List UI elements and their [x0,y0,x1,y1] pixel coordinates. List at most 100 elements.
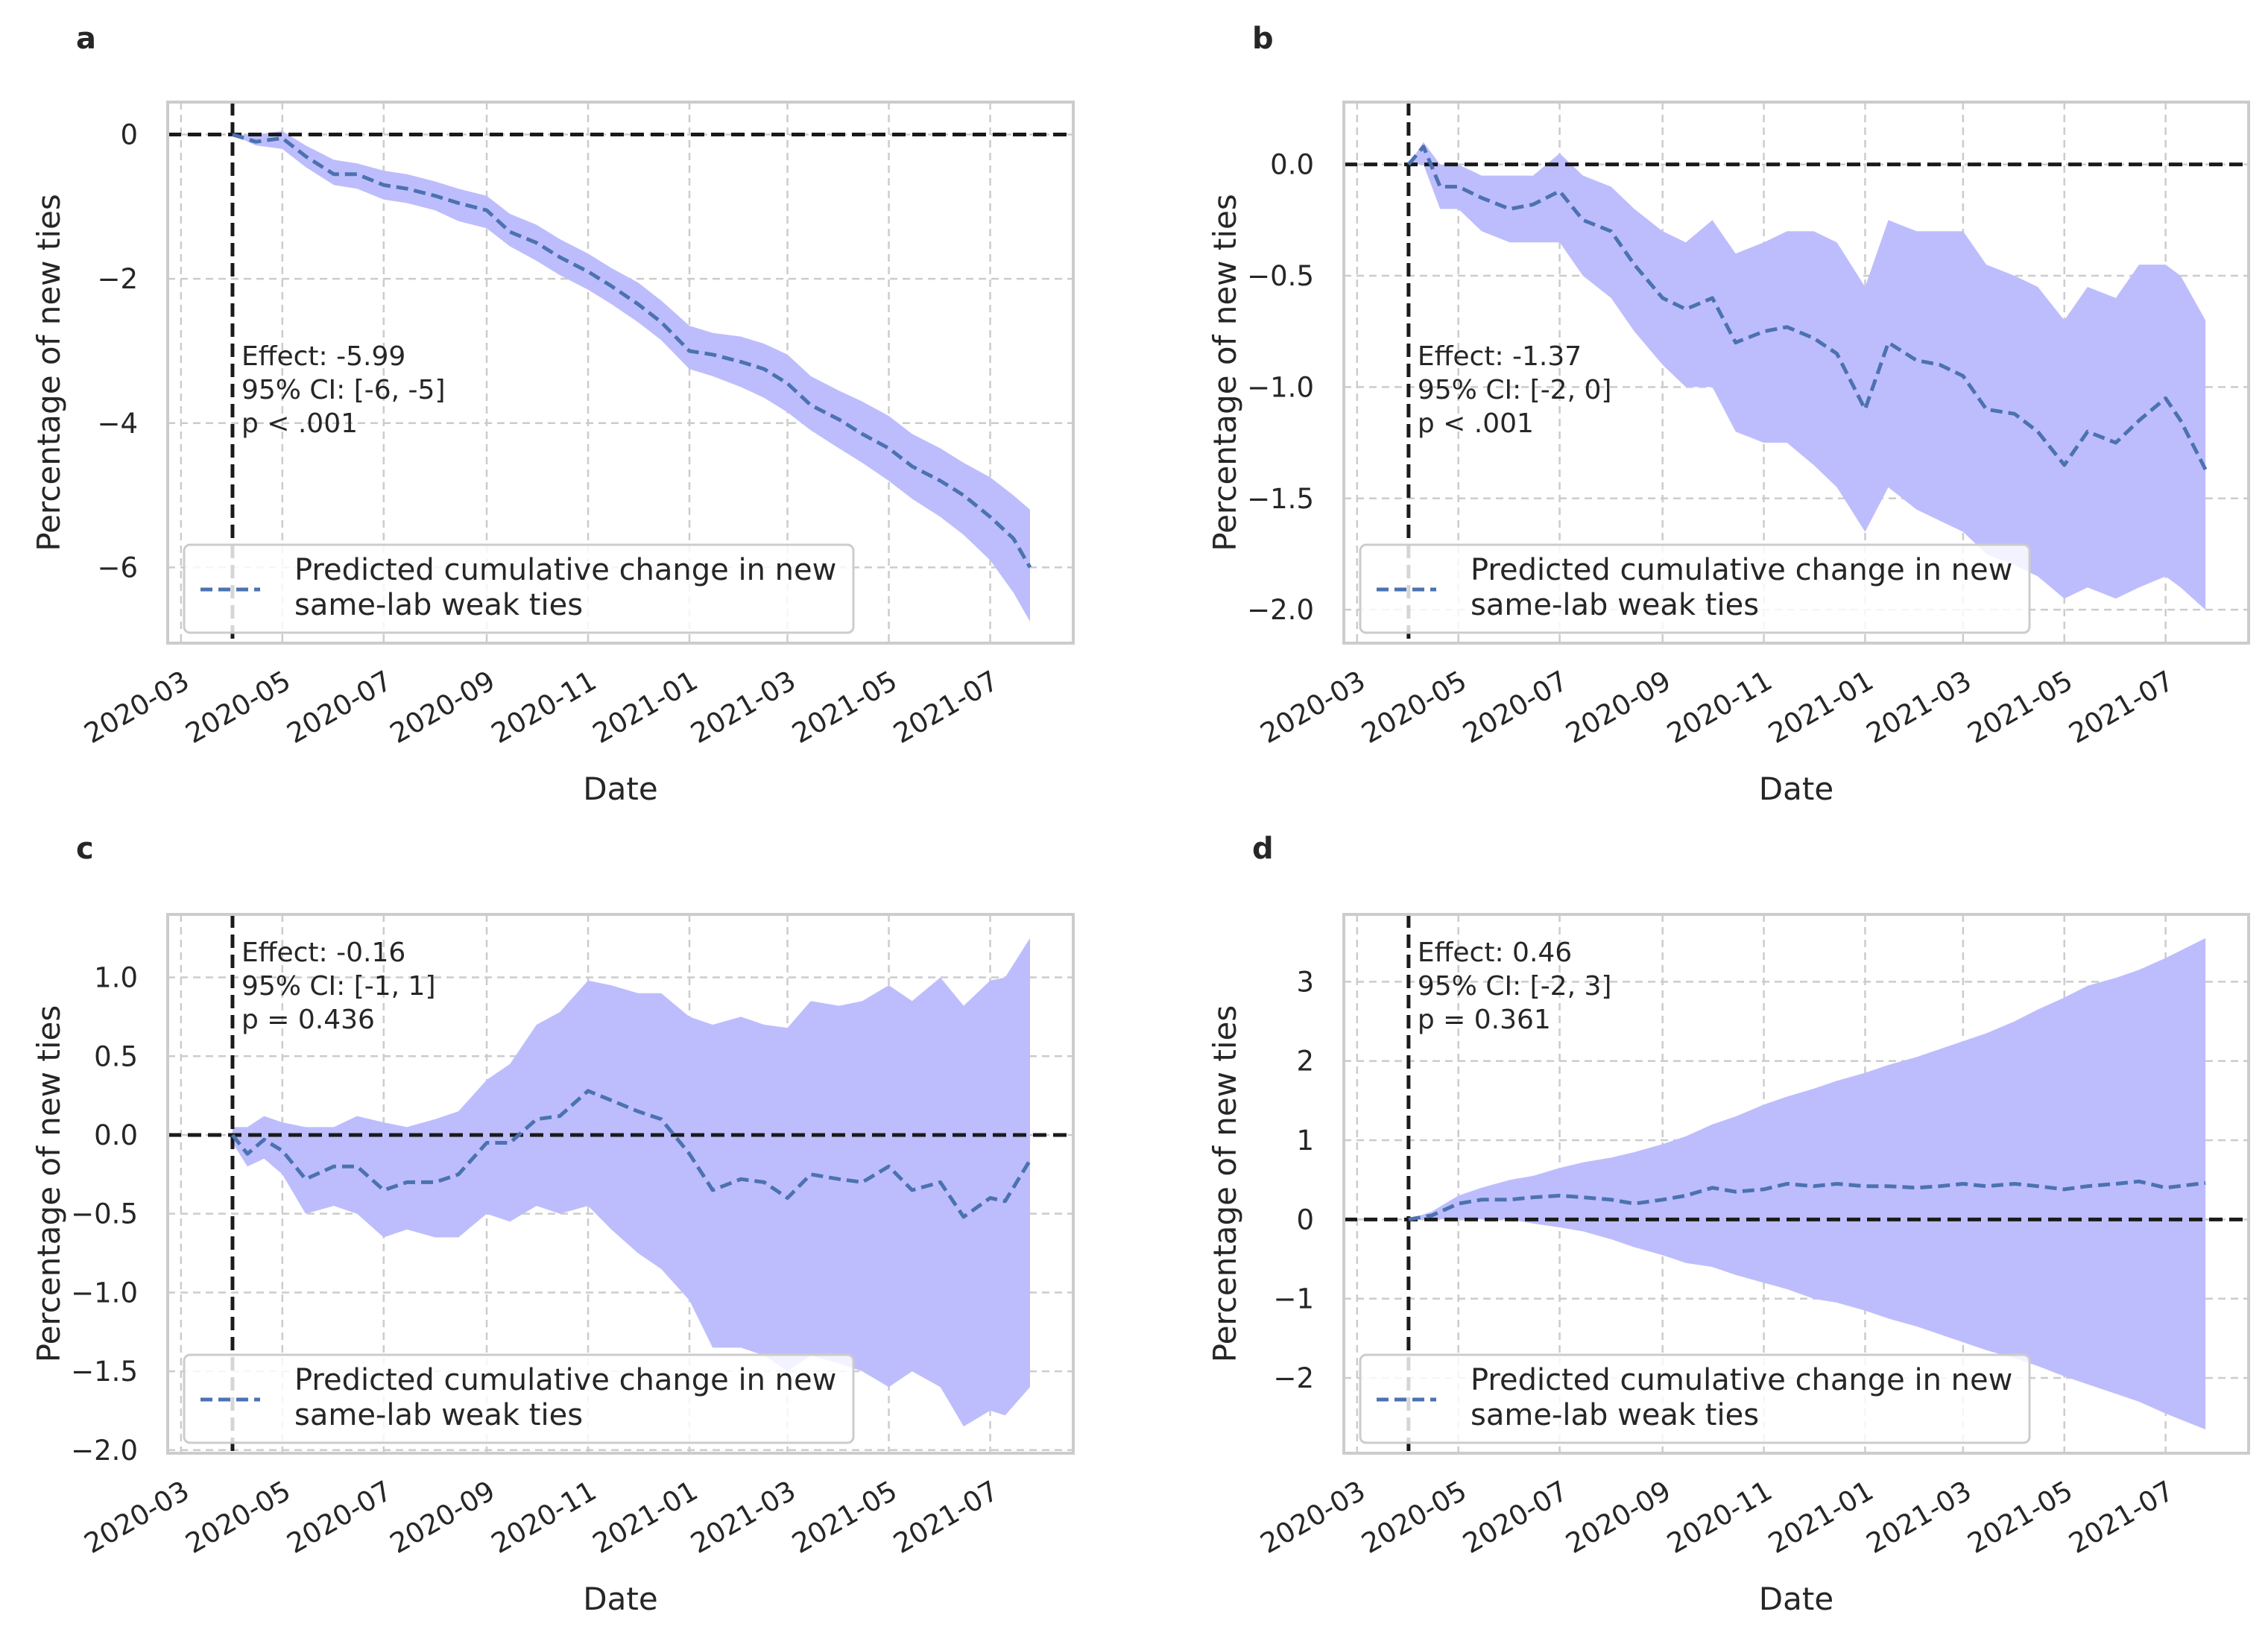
effect-annotation-line: 95% CI: [-2, 0] [1418,375,1612,405]
x-tick-label: 2020-11 [486,665,601,750]
x-tick-label: 2021-07 [888,665,1004,750]
x-tick-label: 2021-01 [1763,1475,1878,1561]
effect-annotation-line: p < .001 [1418,408,1534,439]
legend-box [183,1353,855,1444]
effect-annotation-line: Effect: -5.99 [241,341,405,372]
x-tick-label: 2020-07 [1458,1475,1573,1561]
legend-label: Predicted cumulative change in new [294,1363,836,1397]
y-tick-label: −4 [97,408,138,440]
confidence-band [1408,142,2206,610]
legend-label: Predicted cumulative change in new [1471,1363,2012,1397]
x-tick-label: 2020-07 [282,1475,397,1561]
legend-label: same-lab weak ties [294,588,583,622]
legend: Predicted cumulative change in newsame-l… [1359,1353,2031,1444]
x-tick-label: 2020-11 [486,1475,601,1561]
x-tick-label: 2020-11 [1662,665,1778,750]
effect-annotation-line: p = 0.436 [241,1005,375,1035]
y-tick-label: −2 [1273,1362,1314,1394]
x-tick-label: 2021-05 [1962,1475,2078,1561]
panel-letter: b [1252,22,1274,56]
legend-label: same-lab weak ties [1471,1398,1759,1432]
predicted-change-line [230,1089,1032,1219]
x-tick-label: 2021-07 [888,1475,1004,1561]
legend-box [1359,543,2031,634]
y-tick-label: −2 [97,263,138,295]
x-tick-label: 2020-07 [282,665,397,750]
x-tick-label: 2020-07 [1458,665,1573,750]
x-axis-title: Date [583,1581,657,1617]
x-axis-title: Date [583,771,657,807]
x-tick-label: 2021-07 [2064,1475,2179,1561]
x-tick-label: 2020-05 [180,1475,296,1561]
y-tick-label: 0 [120,119,138,151]
legend: Predicted cumulative change in newsame-l… [1359,543,2031,634]
effect-annotation-line: 95% CI: [-1, 1] [241,971,436,1002]
x-tick-label: 2021-03 [1861,665,1977,750]
x-axis-title: Date [1759,771,1833,807]
x-tick-label: 2020-03 [1255,1475,1371,1561]
x-tick-label: 2021-01 [587,665,703,750]
effect-annotation-line: Effect: 0.46 [1418,938,1572,968]
panel-letter: c [76,832,94,866]
x-tick-label: 2020-03 [79,1475,195,1561]
y-axis-title: Percentage of new ties [31,1005,67,1362]
y-tick-label: −2.0 [71,1435,138,1467]
y-tick-label: −6 [97,551,138,584]
y-tick-label: 0.0 [1270,149,1314,181]
legend-label: same-lab weak ties [1471,588,1759,622]
effect-annotation-line: p = 0.361 [1418,1005,1551,1035]
legend-box [183,543,855,634]
plot-frame [1342,913,2250,1455]
x-tick-label: 2020-05 [1356,1475,1472,1561]
x-tick-label: 2021-07 [2064,665,2179,750]
legend-label: Predicted cumulative change in new [294,553,836,587]
y-axis-title: Percentage of new ties [31,194,67,551]
x-axis-title: Date [1759,1581,1833,1617]
panel-letter: d [1252,832,1274,866]
y-tick-label: 0.5 [94,1040,138,1072]
y-tick-label: −1.0 [1247,371,1314,403]
confidence-band [232,938,1030,1427]
x-tick-label: 2020-05 [180,665,296,750]
y-tick-label: −1.0 [71,1277,138,1309]
legend: Predicted cumulative change in newsame-l… [183,543,855,634]
x-tick-label: 2020-05 [1356,665,1472,750]
y-tick-label: 1.0 [94,962,138,994]
plot-frame [1342,101,2250,645]
x-tick-label: 2021-01 [587,1475,703,1561]
y-axis-title: Percentage of new ties [1207,1005,1243,1362]
y-tick-label: −1.5 [71,1356,138,1388]
x-tick-label: 2021-03 [1861,1475,1977,1561]
x-tick-label: 2021-01 [1763,665,1878,750]
effect-annotation-line: p < .001 [241,408,358,439]
x-tick-label: 2021-03 [686,1475,801,1561]
legend-box [1359,1353,2031,1444]
legend-label: Predicted cumulative change in new [1471,553,2012,587]
panel-a: a 0 −2 −4 −6 2020-032020-052020-072020-092020… [31,22,1075,807]
y-axis-title: Percentage of new ties [1207,194,1243,551]
y-tick-label: −0.5 [1247,260,1314,292]
effect-annotation-line: Effect: -0.16 [241,938,405,968]
y-tick-label: 2 [1296,1046,1314,1078]
x-tick-label: 2020-03 [1255,665,1371,750]
effect-annotation-line: Effect: -1.37 [1418,341,1582,372]
y-tick-label: 0 [1296,1204,1314,1236]
x-tick-label: 2020-03 [79,665,195,750]
legend-label: same-lab weak ties [294,1398,583,1432]
x-tick-label: 2021-05 [1962,665,2078,750]
x-tick-label: 2020-09 [385,665,500,750]
y-tick-label: −2.0 [1247,594,1314,626]
effect-annotation-line: 95% CI: [-2, 3] [1418,971,1612,1002]
plot-frame [166,101,1075,645]
x-tick-label: 2020-11 [1662,1475,1778,1561]
x-tick-label: 2021-05 [787,665,903,750]
effect-annotation-line: 95% CI: [-6, -5] [241,375,446,405]
x-tick-label: 2020-09 [1561,1475,1676,1561]
y-tick-label: 3 [1296,966,1314,998]
predicted-change-line [1406,145,2208,471]
predicted-change-line [232,133,1032,569]
predicted-change-line [1408,1179,2206,1221]
legend: Predicted cumulative change in newsame-l… [183,1353,855,1444]
panel-letter: a [76,22,96,56]
